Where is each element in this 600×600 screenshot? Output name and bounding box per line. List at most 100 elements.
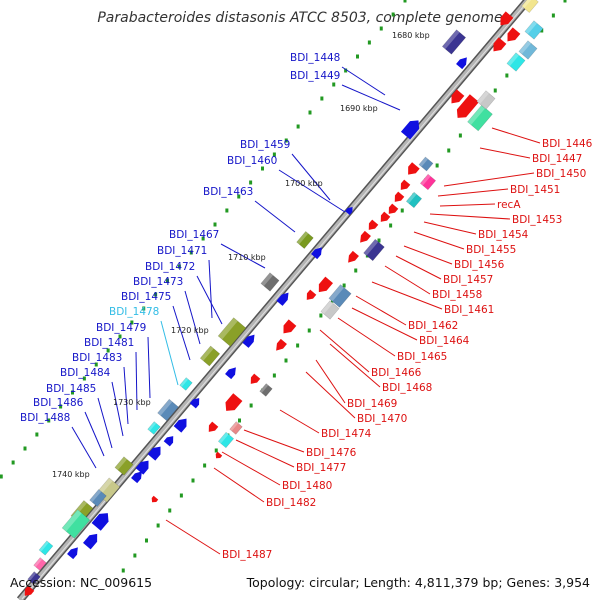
gene-arrow-body [368, 219, 379, 230]
gene-label-right: BDI_1474 [321, 428, 372, 440]
leader-line [165, 519, 221, 555]
gene-arrow [380, 211, 391, 222]
gene-arrow [394, 191, 405, 202]
gene-label-right: BDI_1468 [382, 382, 432, 394]
gene-label-left: BDI_1483 [72, 352, 122, 364]
gene-arrow-body [163, 436, 174, 447]
leader-line [71, 426, 97, 469]
gene-label-left: BDI_1479 [96, 322, 146, 334]
label-leaders [71, 66, 541, 555]
gene-box [259, 383, 273, 397]
gc-dot [505, 73, 509, 78]
gene-box-shine [157, 399, 173, 416]
leader-line [423, 221, 477, 235]
leader-line [111, 381, 124, 437]
gc-dot [118, 334, 122, 339]
leader-line [291, 153, 331, 201]
gene-box [418, 156, 434, 172]
gene-box-body [61, 509, 91, 539]
gene-label-right: BDI_1451 [510, 184, 560, 196]
gc-dot [130, 320, 134, 325]
gene-label-left: BDI_1460 [227, 155, 277, 167]
gene-box [89, 489, 107, 507]
gene-box-shine [524, 20, 537, 35]
gc-dot [284, 138, 288, 143]
gene-arrow-body [189, 398, 200, 409]
gene-box-body [518, 40, 538, 60]
gene-box [217, 317, 247, 347]
gene-box [33, 557, 47, 571]
leader-line [395, 255, 442, 280]
leader-line [213, 467, 265, 503]
gene-arrow [24, 585, 35, 596]
gene-label-right: BDI_1487 [222, 549, 272, 561]
leader-line [429, 213, 511, 220]
gene-label-right: BDI_1465 [397, 351, 447, 363]
gc-dot [23, 446, 27, 451]
gc-dot [379, 26, 383, 31]
leader-line [341, 84, 401, 111]
leader-line [439, 203, 496, 207]
gene-label-left: BDI_1473 [133, 276, 183, 288]
gene-arrow-body [91, 513, 109, 531]
gc-dot [493, 88, 497, 93]
gc-dot [296, 343, 300, 348]
gene-arrow [250, 373, 261, 384]
leader-line [413, 231, 465, 250]
gc-dot [344, 68, 348, 73]
gene-label-left: BDI_1486 [33, 397, 84, 409]
gene-arrow [348, 250, 359, 263]
gc-dot [377, 238, 381, 243]
gc-dot [563, 0, 567, 3]
gene-box [320, 300, 340, 320]
gc-dot [540, 28, 544, 33]
gc-dot [308, 110, 312, 115]
gene-box-shine [442, 29, 460, 50]
gene-label-left: BDI_1459 [240, 139, 290, 151]
leader-line [315, 359, 346, 404]
gc-dot [94, 362, 98, 367]
gene-arrow [388, 203, 399, 214]
gene-arrow-body [408, 162, 420, 175]
gene-arrow-body [83, 533, 98, 550]
leader-line [208, 259, 213, 319]
gene-label-right: BDI_1450 [536, 168, 586, 180]
gene-arrow [318, 276, 333, 293]
gc-dot [213, 222, 217, 227]
gene-arrow-body [451, 89, 465, 104]
gc-dot [71, 390, 74, 395]
gene-box-shine [296, 231, 309, 245]
gene-label-right: BDI_1477 [296, 462, 346, 474]
gene-box-body [441, 29, 467, 55]
gc-dot [435, 163, 439, 168]
gene-arrow [360, 230, 371, 243]
gene-arrow [147, 446, 161, 461]
gene-box [518, 40, 538, 60]
gene-box-body [363, 238, 385, 262]
gene-label-right: recA [497, 199, 521, 211]
gc-dot [332, 82, 336, 87]
gc-dot [307, 328, 311, 333]
gene-arrow-body [24, 585, 35, 596]
gene-arrow [151, 495, 159, 503]
leader-line [384, 265, 431, 295]
gc-dot [121, 568, 125, 573]
leader-line [351, 307, 418, 341]
leader-line [479, 147, 531, 159]
gene-arrow-body [500, 11, 514, 26]
gene-box [27, 571, 41, 585]
gene-arrow-body [250, 373, 261, 384]
gene-arrow-body [225, 367, 236, 380]
gene-box-shine [200, 346, 214, 361]
leader-line [254, 200, 296, 233]
leader-line [355, 295, 407, 326]
leader-line [491, 127, 541, 144]
gene-box [147, 421, 161, 435]
gene-arrow [225, 393, 243, 411]
gene-arrow [507, 27, 521, 42]
gc-dot [191, 478, 195, 483]
gene-box-body [199, 345, 221, 367]
gene-box-shine [218, 432, 229, 444]
gene-arrow [306, 289, 317, 300]
